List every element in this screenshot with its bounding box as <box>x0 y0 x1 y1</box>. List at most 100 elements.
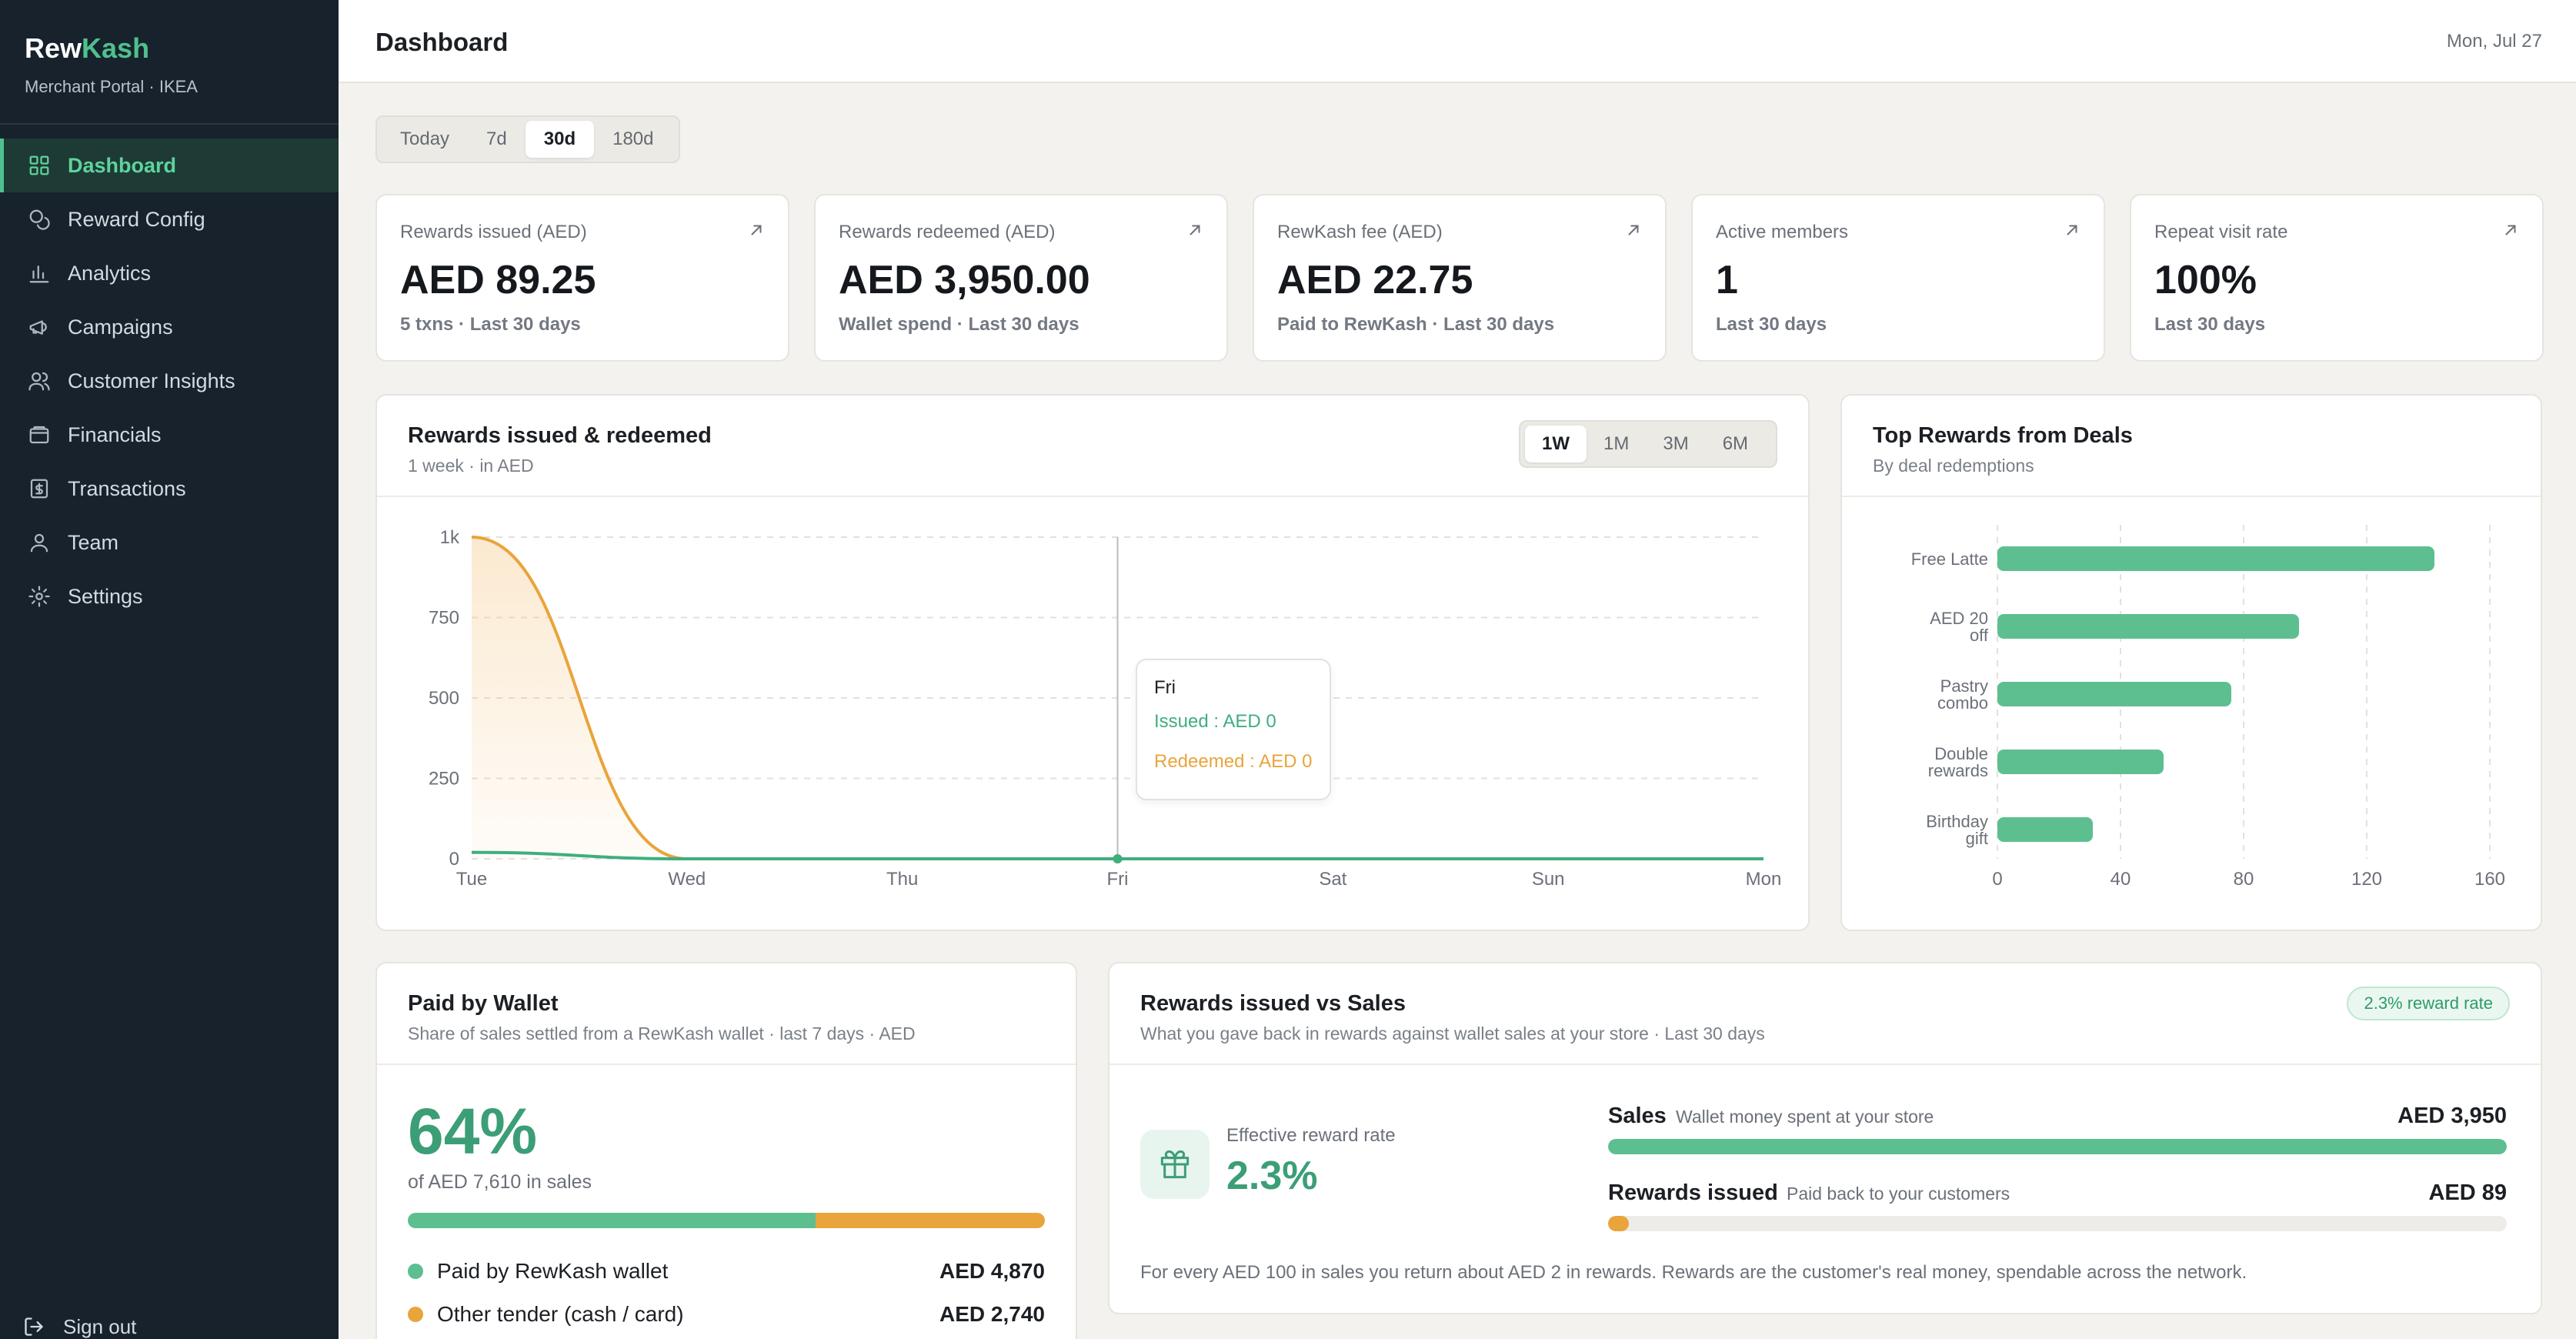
sign-out-button[interactable]: Sign out <box>0 1304 339 1339</box>
sidebar-item-reward-config[interactable]: Reward Config <box>0 192 339 246</box>
arrow-up-right-icon[interactable] <box>2064 222 2080 239</box>
legend-label: Other tender (cash / card) <box>437 1302 684 1326</box>
tooltip-day: Fri <box>1154 677 1176 698</box>
rewards-amount: AED 89 <box>2428 1180 2507 1205</box>
bar <box>1997 546 2434 571</box>
period-tab-6m[interactable]: 6M <box>1722 433 1749 454</box>
effective-rate-label: Effective reward rate <box>1226 1125 1396 1146</box>
sidebar-item-team[interactable]: Team <box>0 516 339 569</box>
category-label: Birthday <box>1926 812 1988 831</box>
tooltip-issued: Issued : AED 0 <box>1154 711 1276 732</box>
legend-dot <box>408 1264 423 1279</box>
kpi-footer: Paid to RewKash · Last 30 days <box>1277 314 1555 335</box>
arrow-up-right-icon[interactable] <box>748 222 765 239</box>
paid-by-wallet-card: Paid by Wallet Share of sales settled fr… <box>375 962 1077 1339</box>
sidebar-item-campaigns[interactable]: Campaigns <box>0 300 339 354</box>
gear-icon <box>28 586 51 607</box>
bar <box>1997 682 2231 706</box>
sidebar-item-label: Campaigns <box>68 315 173 339</box>
arrow-up-right-icon[interactable] <box>2502 222 2519 239</box>
sidebar-item-analytics[interactable]: Analytics <box>0 246 339 300</box>
card-header: Paid by Wallet Share of sales settled fr… <box>377 963 1076 1065</box>
arrow-up-right-icon[interactable] <box>1625 222 1642 239</box>
user-icon <box>28 532 51 553</box>
sales-desc: Wallet money spent at your store <box>1676 1107 1934 1127</box>
merchant-subtitle: Merchant Portal · IKEA <box>25 77 198 96</box>
legend-label: Paid by RewKash wallet <box>437 1259 669 1283</box>
period-tab-3m[interactable]: 3M <box>1663 433 1689 454</box>
period-tab-1m[interactable]: 1M <box>1603 433 1630 454</box>
kpi-card[interactable]: RewKash fee (AED) AED 22.75 Paid to RewKas… <box>1253 194 1667 362</box>
range-tab-today[interactable]: Today <box>400 129 450 149</box>
bar-chart-icon <box>28 262 51 284</box>
range-tab-7d[interactable]: 7d <box>486 129 507 149</box>
range-tab-180d[interactable]: 180d <box>612 129 654 149</box>
wallet-split-bar <box>408 1213 1045 1228</box>
sidebar: RewKash Merchant Portal · IKEA Dashboard… <box>0 0 339 1339</box>
kpi-value: AED 3,950.00 <box>839 258 1090 302</box>
range-tab-30d[interactable]: 30d <box>525 121 595 158</box>
kpi-card[interactable]: Active members 1 Last 30 days <box>1691 194 2105 362</box>
kpi-footer: Wallet spend · Last 30 days <box>839 314 1079 335</box>
card-subtitle: 1 week · in AED <box>408 456 534 476</box>
y-tick-label: 250 <box>429 769 459 790</box>
sales-track <box>1608 1139 2507 1154</box>
sidebar-item-label: Transactions <box>68 476 186 500</box>
category-label: rewards <box>1928 761 1988 780</box>
sales-fill <box>1608 1139 2507 1154</box>
users-icon <box>28 370 51 392</box>
sign-out-label: Sign out <box>63 1314 137 1338</box>
wallet-icon <box>28 424 51 446</box>
sidebar-item-settings[interactable]: Settings <box>0 569 339 623</box>
legend-amount: AED 4,870 <box>939 1259 1045 1283</box>
category-label: Double <box>1934 744 1988 763</box>
sidebar-item-label: Financials <box>68 422 162 446</box>
x-tick-label: 40 <box>2111 869 2131 890</box>
top-rewards-card: Top Rewards from Deals By deal redemptio… <box>1840 394 2542 931</box>
bar <box>1997 817 2093 842</box>
category-label: combo <box>1937 693 1988 713</box>
sidebar-item-customer-insights[interactable]: Customer Insights <box>0 354 339 408</box>
kpi-label: Repeat visit rate <box>2154 222 2288 242</box>
x-tick-label: 80 <box>2234 869 2254 890</box>
sidebar-item-transactions[interactable]: Transactions <box>0 462 339 516</box>
kpi-footer: Last 30 days <box>1716 314 1827 335</box>
kpi-card[interactable]: Rewards redeemed (AED) AED 3,950.00 Wallet… <box>814 194 1228 362</box>
sidebar-item-dashboard[interactable]: Dashboard <box>0 139 339 192</box>
sidebar-item-financials[interactable]: Financials <box>0 408 339 462</box>
category-label: Free Latte <box>1911 549 1988 569</box>
card-title: Rewards issued & redeemed <box>408 423 712 448</box>
x-tick-label: Sat <box>1319 869 1346 890</box>
arrow-up-right-icon[interactable] <box>1186 222 1203 239</box>
wallet-split-segment <box>408 1213 816 1228</box>
kpi-card[interactable]: Repeat visit rate 100% Last 30 days <box>2130 194 2544 362</box>
kpi-footer: 5 txns · Last 30 days <box>400 314 581 335</box>
card-header: Rewards issued & redeemed 1 week · in AE… <box>377 396 1808 497</box>
period-tab-1w[interactable]: 1W <box>1525 426 1587 462</box>
sidebar-item-label: Customer Insights <box>68 369 235 392</box>
bar <box>1997 614 2299 639</box>
category-label: Pastry <box>1940 676 1988 696</box>
megaphone-icon <box>28 316 51 338</box>
grid-icon <box>28 155 51 176</box>
reward-explanation: For every AED 100 in sales you return ab… <box>1140 1262 2247 1283</box>
page-title: Dashboard <box>375 28 509 56</box>
chart-tooltip: Fri Issued : AED 0 Redeemed : AED 0 <box>1136 659 1331 800</box>
x-tick-label: 160 <box>2474 869 2505 890</box>
rewards-desc: Paid back to your customers <box>1787 1184 2010 1204</box>
kpi-card[interactable]: Rewards issued (AED) AED 89.25 5 txns · La… <box>375 194 789 362</box>
current-date: Mon, Jul 27 <box>2446 31 2542 52</box>
category-label: AED 20 <box>1930 609 1988 628</box>
legend-dot <box>408 1307 423 1322</box>
x-tick-label: Fri <box>1107 869 1129 890</box>
rewards-track <box>1608 1216 2507 1231</box>
wallet-share-percent: 64% <box>408 1095 538 1167</box>
y-tick-label: 750 <box>429 608 459 629</box>
sidebar-divider <box>0 123 339 125</box>
period-tabs: 1W 1M 3M 6M <box>1519 420 1777 468</box>
category-label: gift <box>1966 829 1988 848</box>
receipt-icon <box>28 478 51 499</box>
kpi-label: RewKash fee (AED) <box>1277 222 1443 242</box>
top-bar: Dashboard Mon, Jul 27 <box>339 0 2576 83</box>
